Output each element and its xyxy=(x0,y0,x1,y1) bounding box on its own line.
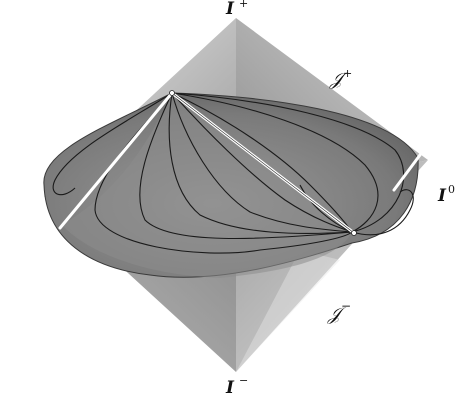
curve xyxy=(171,92,379,233)
svg-text:I: I xyxy=(437,186,447,206)
source-point-right xyxy=(351,230,357,236)
surface-front-fold xyxy=(62,93,352,278)
label-i-minus: I − xyxy=(225,374,248,398)
source-point-top xyxy=(169,90,175,96)
spacelike-surface xyxy=(43,92,419,278)
curve xyxy=(171,92,405,233)
curve xyxy=(171,92,353,233)
svg-text:I: I xyxy=(225,0,235,19)
label-i-plus: I + xyxy=(225,0,248,19)
null-geodesic-left xyxy=(58,91,174,230)
curve xyxy=(52,92,173,196)
label-i-zero: I 0 xyxy=(437,183,455,206)
curve xyxy=(171,92,353,233)
null-geodesics xyxy=(58,91,422,235)
svg-text:+: + xyxy=(239,0,248,10)
curve xyxy=(168,92,353,234)
null-geodesic-right xyxy=(392,153,422,192)
svg-text:−: − xyxy=(239,374,248,387)
curve xyxy=(299,184,353,233)
curve xyxy=(351,189,414,236)
lower-cone-highlight xyxy=(236,250,340,372)
svg-text:+: + xyxy=(343,67,352,80)
curve xyxy=(139,92,353,240)
null-geodesic-main-edge xyxy=(171,92,355,234)
svg-text:−: − xyxy=(341,299,351,313)
svg-text:0: 0 xyxy=(448,183,455,196)
label-scri-plus: 𝒥 + xyxy=(329,67,352,90)
svg-text:I: I xyxy=(225,378,235,398)
label-scri-minus: 𝒥 − xyxy=(327,299,351,325)
curve xyxy=(171,92,353,233)
